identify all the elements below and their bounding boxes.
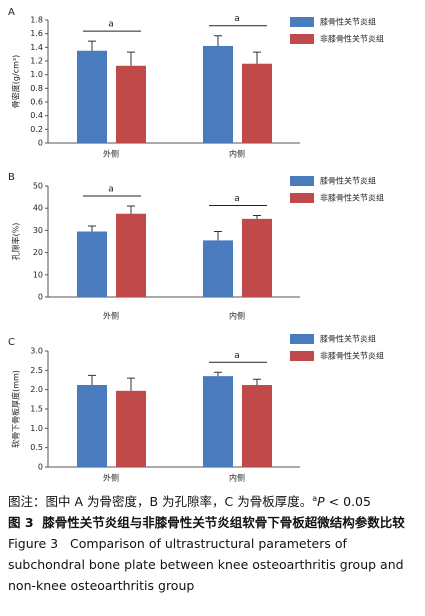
title-en: Figure 3 Comparison of ultrastructural p… <box>8 533 418 596</box>
y-tick-label: 2.5 <box>30 366 43 375</box>
title-cn-text: 膝骨性关节炎组与非膝骨性关节炎组软骨下骨板超微结构参数比较 <box>42 515 405 531</box>
error-bar <box>214 231 222 241</box>
y-axis-label: 孔隙率(%) <box>11 223 21 261</box>
note-p: P <box>317 494 325 510</box>
y-tick-label: 30 <box>33 226 43 235</box>
panel-label: A <box>8 7 15 18</box>
panel-label: C <box>8 337 15 348</box>
x-tick-label: 外侧 <box>103 311 119 321</box>
error-bar <box>253 51 261 64</box>
y-tick-label: 1.6 <box>30 29 43 38</box>
x-tick-label: 外侧 <box>103 149 119 159</box>
legend-swatch <box>290 193 314 203</box>
y-tick-label: 0.4 <box>30 111 43 120</box>
legend-swatch <box>290 334 314 344</box>
legend-swatch <box>290 351 314 361</box>
bar <box>242 63 272 143</box>
y-tick-label: 50 <box>33 182 43 191</box>
y-tick-label: 1.4 <box>30 43 43 52</box>
x-tick-label: 外侧 <box>103 473 119 483</box>
y-tick-label: 1.8 <box>30 16 43 25</box>
bar <box>203 240 233 297</box>
error-bar <box>127 51 135 66</box>
title-cn: 图 3 膝骨性关节炎组与非膝骨性关节炎组软骨下骨板超微结构参数比较 <box>8 512 418 533</box>
label-cn: 图 3 <box>8 515 34 531</box>
label-en: Figure 3 <box>8 536 59 552</box>
legend-label: 膝骨性关节炎组 <box>320 334 376 344</box>
x-tick-label: 内侧 <box>229 473 245 483</box>
error-bar <box>214 35 222 46</box>
legend-label: 膝骨性关节炎组 <box>320 176 376 186</box>
legend-swatch <box>290 17 314 27</box>
error-bar <box>88 40 96 51</box>
title-en-text: Comparison of ultrastructural parameters… <box>8 536 404 594</box>
error-bar <box>253 378 261 386</box>
legend-swatch <box>290 176 314 186</box>
y-tick-label: 20 <box>33 248 43 257</box>
y-tick-label: 1.0 <box>30 424 43 433</box>
bar <box>242 218 272 297</box>
note-text: 图注：图中 A 为骨密度，B 为孔隙率，C 为骨板厚度。 <box>8 494 313 510</box>
note-rest: < 0.05 <box>324 494 371 510</box>
note: 图注：图中 A 为骨密度，B 为孔隙率，C 为骨板厚度。aP < 0.05 <box>8 488 418 512</box>
y-tick-label: 1.0 <box>30 70 43 79</box>
y-tick-label: 40 <box>33 204 43 213</box>
note-sup: a <box>312 494 318 503</box>
y-tick-label: 2.0 <box>30 385 43 394</box>
x-tick-label: 内侧 <box>229 149 245 159</box>
y-tick-label: 0 <box>38 293 43 302</box>
legend-label: 膝骨性关节炎组 <box>320 17 376 27</box>
significance-label: a <box>234 14 240 24</box>
bar <box>116 65 146 143</box>
y-tick-label: 1.2 <box>30 57 43 66</box>
error-bar <box>214 371 222 377</box>
bar <box>116 390 146 467</box>
bar <box>116 213 146 297</box>
significance-label: a <box>234 194 240 204</box>
y-axis-label: 软骨下骨板厚度(mm) <box>11 370 21 448</box>
bar <box>77 50 107 143</box>
bar <box>203 45 233 143</box>
legend-label: 非膝骨性关节炎组 <box>320 351 384 361</box>
significance-label: a <box>234 351 240 361</box>
y-tick-label: 1.5 <box>30 405 43 414</box>
y-tick-label: 0.2 <box>30 125 43 134</box>
significance-label: a <box>108 184 114 194</box>
error-bar <box>88 374 96 386</box>
bar <box>77 385 107 467</box>
bar <box>77 231 107 297</box>
error-bar <box>253 215 261 219</box>
error-bar <box>127 205 135 214</box>
panel-label: B <box>8 172 15 183</box>
y-tick-label: 10 <box>33 270 43 279</box>
error-bar <box>88 225 96 232</box>
y-tick-label: 0 <box>38 463 43 472</box>
y-tick-label: 0.6 <box>30 98 43 107</box>
y-tick-label: 0.8 <box>30 84 43 93</box>
legend-swatch <box>290 34 314 44</box>
figure: A 骨密度(g/cm³) 0 0.2 0.4 0.6 0.8 1.0 1.2 1.4 1.6 1.8 外… <box>8 7 384 483</box>
bar <box>203 376 233 467</box>
y-tick-label: 0 <box>38 139 43 148</box>
y-tick-label: 0.5 <box>30 443 43 452</box>
legend-label: 非膝骨性关节炎组 <box>320 193 384 203</box>
y-tick-label: 3.0 <box>30 347 43 356</box>
bar <box>242 385 272 467</box>
caption: 图注：图中 A 为骨密度，B 为孔隙率，C 为骨板厚度。aP < 0.05 图 … <box>8 488 418 596</box>
significance-label: a <box>108 20 114 30</box>
y-axis-label: 骨密度(g/cm³) <box>11 55 21 108</box>
legend-label: 非膝骨性关节炎组 <box>320 34 384 44</box>
error-bar <box>127 377 135 391</box>
x-tick-label: 内侧 <box>229 311 245 321</box>
